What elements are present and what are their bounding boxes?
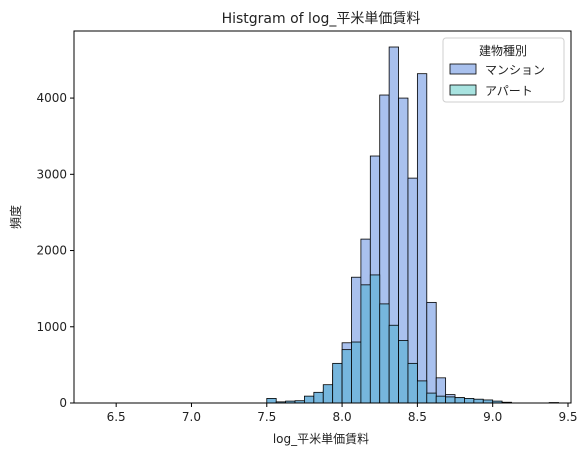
- chart-title: Histgram of log_平米単価賃料: [222, 11, 421, 27]
- bar-mansion: [416, 73, 428, 404]
- bar-apartment: [313, 391, 324, 404]
- x-axis-ticks: 6.5 7.0 7.5 8.0 8.5 9.0 9.5: [107, 403, 578, 424]
- x-tick-label: 6.5: [107, 410, 126, 424]
- x-tick-label: 9.0: [483, 410, 502, 424]
- bar-apartment: [369, 274, 381, 404]
- y-tick-label: 3000: [36, 167, 67, 181]
- y-axis-label: 頻度: [8, 205, 23, 229]
- y-tick-label: 4000: [36, 91, 67, 105]
- legend-swatch-mansion: [449, 63, 477, 75]
- x-tick-label: 8.5: [408, 410, 427, 424]
- bar-apartment: [426, 392, 437, 404]
- bar-apartment: [304, 395, 315, 404]
- x-axis-label: log_平米単価賃料: [273, 431, 369, 446]
- y-tick-label: 2000: [36, 244, 67, 258]
- bar-apartment: [454, 397, 465, 404]
- bar-apartment: [351, 341, 362, 404]
- bar-apartment: [341, 349, 352, 404]
- bar-apartment: [445, 396, 456, 404]
- bar-apartment: [266, 398, 277, 404]
- bar-apartment: [379, 303, 390, 404]
- y-axis-ticks: 0 1000 2000 3000 4000: [36, 91, 74, 410]
- bar-apartment: [407, 362, 418, 404]
- legend-title: 建物種別: [479, 44, 527, 58]
- x-tick-label: 8.0: [333, 410, 352, 424]
- bar-apartment: [388, 324, 399, 404]
- legend-label-apartment: アパート: [485, 84, 533, 98]
- legend-swatch-apartment: [449, 84, 477, 96]
- y-tick-label: 1000: [36, 320, 67, 334]
- bar-apartment: [322, 384, 334, 404]
- legend-label-mansion: マンション: [485, 63, 545, 77]
- x-tick-label: 7.0: [182, 410, 201, 424]
- y-tick-label: 0: [59, 396, 67, 410]
- bar-apartment: [464, 398, 475, 404]
- bar-apartment: [398, 340, 409, 404]
- bar-apartment: [360, 284, 371, 404]
- x-tick-label: 7.5: [257, 410, 276, 424]
- bar-apartment: [473, 398, 484, 404]
- legend: 建物種別 マンション アパート: [442, 37, 565, 103]
- bars-foreground-layer: [266, 274, 512, 404]
- x-tick-label: 9.5: [558, 410, 577, 424]
- bar-apartment: [332, 362, 343, 404]
- plot-area-frame: [73, 30, 572, 404]
- bar-apartment: [416, 380, 428, 404]
- bar-mansion: [426, 301, 437, 404]
- bar-apartment: [435, 395, 447, 404]
